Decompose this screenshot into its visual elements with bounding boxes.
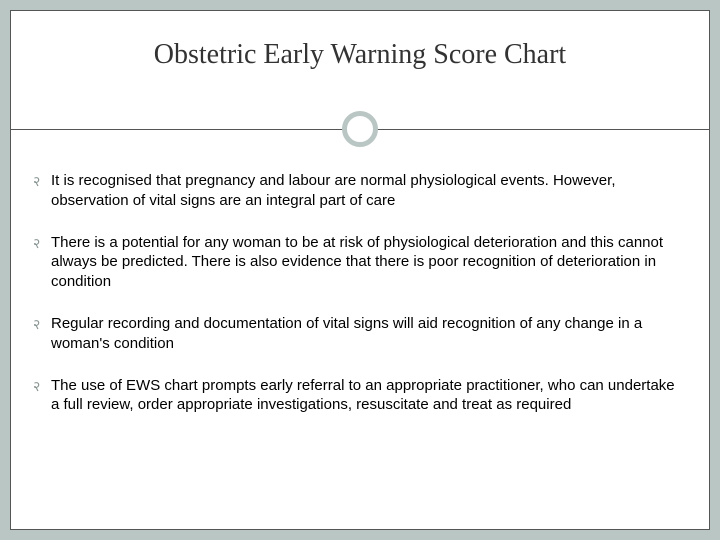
- bullet-marker-icon: २: [33, 315, 40, 333]
- bullet-item: २ The use of EWS chart prompts early ref…: [33, 376, 687, 416]
- bullet-marker-icon: २: [33, 234, 40, 252]
- circle-ornament-icon: [342, 111, 378, 147]
- bullet-marker-icon: २: [33, 377, 40, 395]
- bullet-text: Regular recording and documentation of v…: [51, 315, 642, 352]
- bullet-text: It is recognised that pregnancy and labo…: [51, 172, 616, 209]
- bullet-item: २ Regular recording and documentation of…: [33, 314, 687, 354]
- bullet-marker-icon: २: [33, 172, 40, 190]
- slide-container: Obstetric Early Warning Score Chart २ It…: [0, 0, 720, 540]
- bullet-item: २ There is a potential for any woman to …: [33, 233, 687, 292]
- content-area: २ It is recognised that pregnancy and la…: [33, 171, 687, 437]
- slide-title: Obstetric Early Warning Score Chart: [11, 39, 709, 71]
- bullet-text: There is a potential for any woman to be…: [51, 234, 663, 291]
- slide-inner: Obstetric Early Warning Score Chart २ It…: [10, 10, 710, 530]
- bullet-text: The use of EWS chart prompts early refer…: [51, 377, 675, 414]
- bullet-item: २ It is recognised that pregnancy and la…: [33, 171, 687, 211]
